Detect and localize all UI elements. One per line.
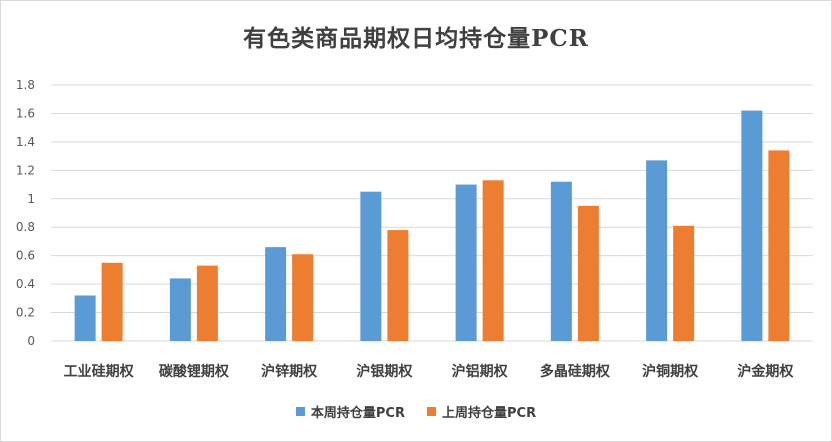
x-tick-label: 沪金期权 [737, 363, 794, 380]
legend-swatch-previous [427, 407, 436, 416]
bar-current [646, 160, 668, 341]
bar-current [74, 295, 96, 341]
bar-current [169, 278, 191, 341]
x-tick-label: 碳酸锂期权 [159, 363, 230, 380]
x-tick-label: 沪锌期权 [261, 363, 318, 380]
bar-previous [196, 265, 218, 341]
x-tick-label: 沪银期权 [356, 363, 413, 380]
legend: 本周持仓量PCR 上周持仓量PCR [1, 402, 831, 421]
legend-swatch-current [295, 407, 305, 416]
y-tick-label: 0.4 [16, 277, 35, 291]
bar-current [741, 110, 763, 341]
y-tick-label: 1.2 [16, 163, 35, 177]
x-tick-label: 沪铜期权 [642, 363, 699, 380]
y-tick-label: 0.6 [16, 249, 35, 263]
bar-previous [387, 230, 409, 341]
y-tick-label: 1.8 [16, 78, 35, 92]
bar-previous [101, 262, 123, 341]
legend-item-current: 本周持仓量PCR [295, 402, 405, 421]
legend-label-previous: 上周持仓量PCR [442, 406, 537, 421]
bar-previous [768, 150, 790, 341]
x-tick-label: 工业硅期权 [64, 363, 135, 380]
legend-item-previous: 上周持仓量PCR [427, 402, 536, 421]
bar-current [455, 184, 477, 341]
y-tick-label: 1.6 [16, 106, 35, 120]
y-tick-label: 1.4 [16, 135, 35, 149]
chart-title: 有色类商品期权日均持仓量PCR [243, 25, 589, 52]
x-tick-label: 沪铝期权 [452, 363, 509, 380]
bar-previous [292, 254, 314, 341]
bar-current [265, 247, 287, 341]
bar-previous [577, 205, 599, 341]
bar-current [550, 181, 572, 341]
x-tick-label: 多晶硅期权 [540, 363, 611, 380]
bar-previous [482, 180, 504, 341]
y-tick-label: 0.8 [16, 220, 35, 234]
y-tick-label: 1 [27, 192, 35, 206]
bar-current [360, 191, 382, 341]
legend-label-current: 本周持仓量PCR [310, 406, 405, 421]
bar-previous [673, 225, 695, 341]
y-tick-label: 0.2 [16, 306, 35, 320]
y-tick-label: 0 [27, 334, 35, 348]
